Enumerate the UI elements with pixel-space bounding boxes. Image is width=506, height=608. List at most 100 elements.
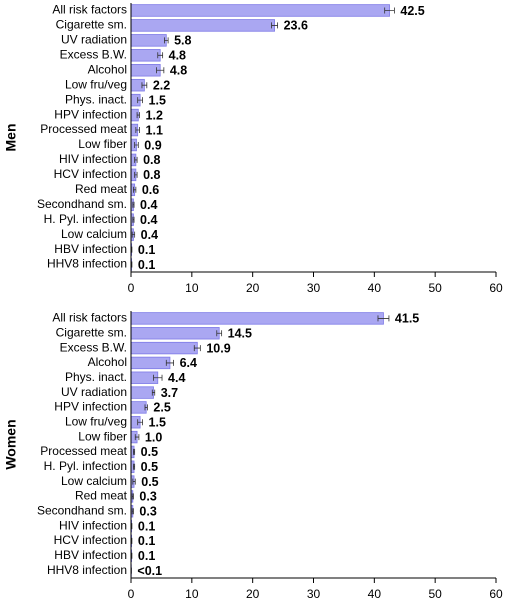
category-label: HHV8 infection bbox=[47, 563, 127, 577]
value-label: 0.4 bbox=[140, 198, 157, 212]
error-bar bbox=[134, 171, 138, 178]
category-label: All risk factors bbox=[52, 311, 127, 325]
category-label: Low fru/veg bbox=[65, 77, 127, 91]
x-tick-label: 20 bbox=[246, 281, 260, 295]
value-label: 3.7 bbox=[161, 386, 178, 400]
error-bar bbox=[144, 404, 148, 411]
bar bbox=[130, 356, 171, 370]
value-label: 41.5 bbox=[395, 312, 419, 326]
category-label: Low fiber bbox=[78, 137, 127, 151]
category-label: Phys. inact. bbox=[65, 370, 127, 384]
error-bar bbox=[384, 7, 395, 14]
error-bar bbox=[193, 345, 201, 352]
value-label: <0.1 bbox=[137, 564, 162, 578]
x-tick-label: 20 bbox=[246, 587, 260, 601]
value-label: 1.5 bbox=[149, 416, 166, 430]
category-label: Red meat bbox=[75, 489, 128, 503]
x-tick-label: 40 bbox=[368, 587, 382, 601]
category-label: UV radiation bbox=[61, 385, 127, 399]
category-label: Low fru/veg bbox=[65, 414, 127, 428]
value-label: 0.6 bbox=[142, 183, 159, 197]
error-bar bbox=[132, 201, 135, 208]
value-label: 4.8 bbox=[169, 49, 186, 63]
error-bar bbox=[136, 112, 140, 119]
category-label: Cigarette sm. bbox=[56, 325, 127, 339]
error-bar bbox=[153, 374, 163, 381]
category-label: Processed meat bbox=[40, 444, 127, 458]
error-bar bbox=[377, 315, 390, 322]
category-label: HBV infection bbox=[54, 548, 127, 562]
error-bar bbox=[134, 156, 138, 163]
x-tick-label: 60 bbox=[489, 587, 503, 601]
bar bbox=[130, 64, 161, 77]
category-label: Secondhand sm. bbox=[37, 503, 127, 517]
value-label: 0.5 bbox=[141, 475, 158, 489]
value-label: 0.5 bbox=[141, 445, 158, 459]
value-label: 4.8 bbox=[170, 64, 187, 78]
error-bar bbox=[157, 52, 164, 59]
error-bar bbox=[131, 231, 136, 238]
error-bar bbox=[164, 37, 169, 44]
y-axis-label: Women bbox=[3, 419, 19, 469]
category-label: HBV infection bbox=[54, 242, 127, 256]
bar bbox=[130, 49, 161, 62]
value-label: 0.9 bbox=[144, 138, 161, 152]
error-bar bbox=[132, 216, 135, 223]
error-bar bbox=[137, 97, 143, 104]
category-label: Secondhand sm. bbox=[37, 197, 127, 211]
value-label: 6.4 bbox=[180, 356, 197, 370]
error-bar bbox=[133, 186, 137, 193]
category-label: Low calcium bbox=[61, 474, 127, 488]
value-label: 23.6 bbox=[284, 19, 308, 33]
value-label: 5.8 bbox=[174, 34, 191, 48]
category-label: Low calcium bbox=[61, 227, 127, 241]
error-bar bbox=[165, 359, 174, 366]
value-label: 0.8 bbox=[143, 153, 160, 167]
error-bar bbox=[135, 127, 140, 134]
x-tick-label: 50 bbox=[428, 587, 442, 601]
error-bar bbox=[141, 82, 148, 89]
bar bbox=[130, 401, 147, 414]
value-label: 0.1 bbox=[138, 243, 155, 257]
value-label: 2.5 bbox=[153, 401, 170, 415]
error-bar bbox=[131, 493, 134, 500]
category-label: HIV infection bbox=[59, 518, 127, 532]
value-label: 0.8 bbox=[143, 168, 160, 182]
value-label: 2.2 bbox=[153, 78, 170, 92]
y-axis-label: Men bbox=[3, 124, 19, 152]
category-label: H. Pyl. infection bbox=[44, 459, 127, 473]
value-label: 0.1 bbox=[138, 519, 155, 533]
value-label: 14.5 bbox=[228, 327, 252, 341]
x-tick-label: 10 bbox=[185, 587, 199, 601]
error-bar bbox=[133, 448, 136, 455]
category-label: All risk factors bbox=[52, 3, 127, 17]
bar bbox=[130, 312, 384, 325]
value-label: 0.3 bbox=[139, 490, 156, 504]
category-label: H. Pyl. infection bbox=[44, 212, 127, 226]
x-tick-label: 0 bbox=[128, 587, 135, 601]
value-label: 0.5 bbox=[141, 460, 158, 474]
value-label: 0.1 bbox=[138, 534, 155, 548]
value-label: 0.1 bbox=[138, 258, 155, 272]
error-bar bbox=[216, 330, 223, 337]
category-label: UV radiation bbox=[61, 33, 127, 47]
value-label: 1.1 bbox=[146, 123, 163, 137]
category-label: HHV8 infection bbox=[47, 257, 127, 271]
error-bar bbox=[271, 22, 279, 29]
value-label: 1.0 bbox=[145, 430, 162, 444]
category-label: Alcohol bbox=[88, 62, 127, 76]
category-label: Alcohol bbox=[88, 355, 127, 369]
value-label: 42.5 bbox=[400, 4, 424, 18]
category-label: Excess B.W. bbox=[60, 47, 127, 61]
category-label: HIV infection bbox=[59, 152, 127, 166]
value-label: 4.4 bbox=[168, 371, 185, 385]
value-label: 1.5 bbox=[149, 93, 166, 107]
x-tick-label: 10 bbox=[185, 281, 199, 295]
category-label: HPV infection bbox=[54, 400, 127, 414]
category-label: HPV infection bbox=[54, 107, 127, 121]
category-label: Low fiber bbox=[78, 429, 127, 443]
value-label: 10.9 bbox=[206, 341, 230, 355]
category-label: HCV infection bbox=[54, 167, 127, 181]
error-bar bbox=[134, 141, 139, 148]
